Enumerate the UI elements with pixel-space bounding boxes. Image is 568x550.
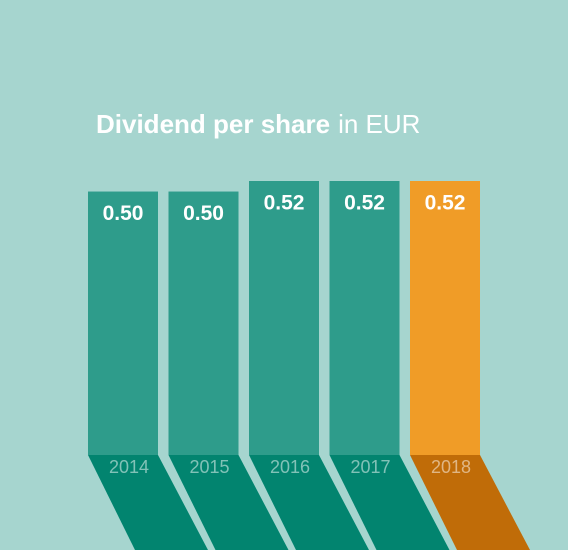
bar [329, 181, 400, 455]
bar [88, 191, 158, 456]
chart-title: Dividend per share in EUR [96, 109, 420, 139]
bar [168, 191, 239, 456]
x-tick-label: 2014 [109, 457, 149, 477]
bar [249, 181, 319, 455]
bar-shadow [329, 455, 450, 550]
bar [410, 181, 480, 455]
x-tick-label: 2016 [270, 457, 310, 477]
value-label: 0.50 [103, 202, 144, 225]
title: Dividend per share [96, 109, 330, 139]
x-tick-label: 2017 [350, 457, 390, 477]
value-label: 0.52 [344, 192, 385, 215]
value-label: 0.50 [183, 202, 224, 225]
bar-shadow [410, 455, 530, 550]
bar-shadow [88, 455, 208, 550]
subtitle: in EUR [338, 109, 420, 139]
value-label: 0.52 [425, 192, 466, 215]
value-label: 0.52 [264, 192, 305, 215]
x-tick-label: 2015 [189, 457, 229, 477]
bar-shadow [249, 455, 369, 550]
bar-shadow [168, 455, 289, 550]
x-tick-label: 2018 [431, 457, 471, 477]
